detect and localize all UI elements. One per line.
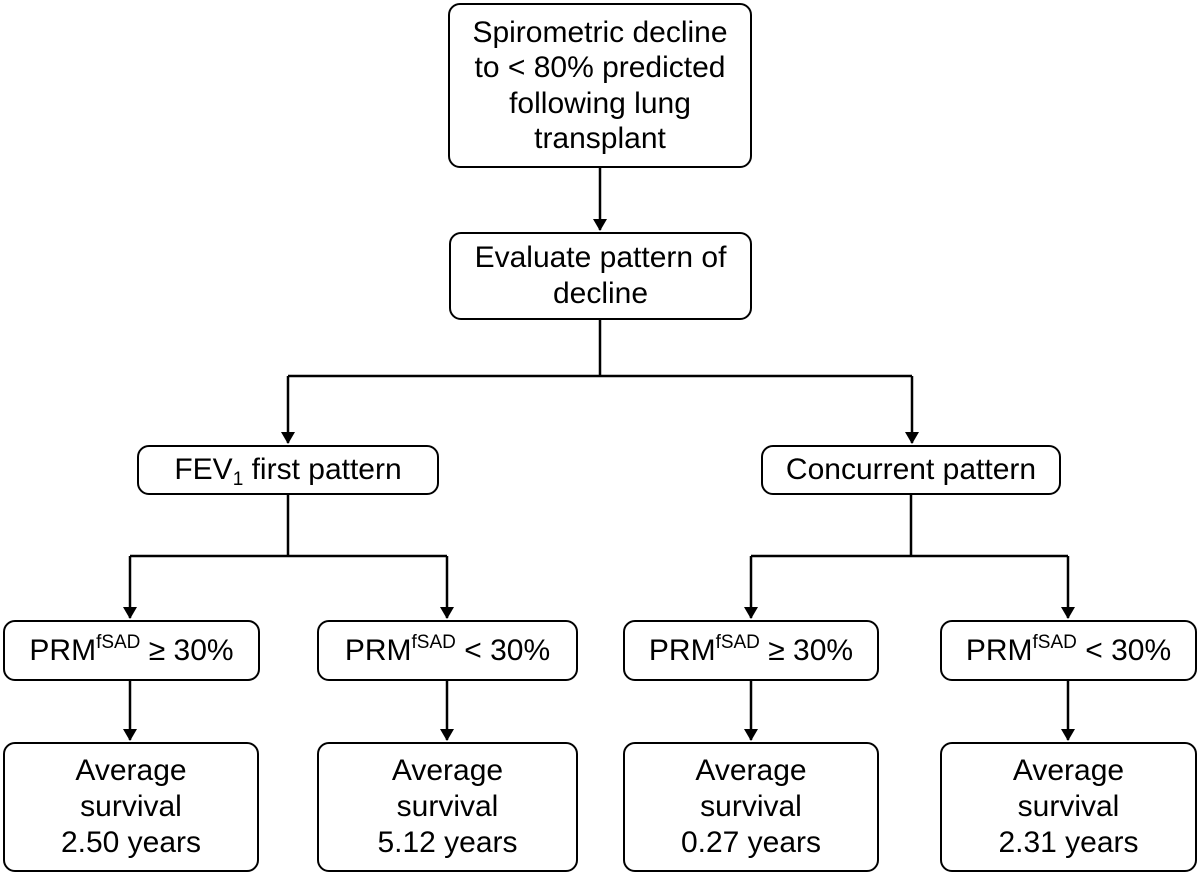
evaluate-line-2: decline bbox=[552, 277, 649, 310]
prm-4-base: PRM bbox=[965, 633, 1033, 667]
root-line-3: following lung bbox=[509, 86, 691, 120]
prm-1-condition: ≥ 30% bbox=[140, 633, 234, 667]
survival-3-line-1: Average bbox=[695, 754, 807, 787]
prm-1-superscript: fSAD bbox=[96, 631, 141, 653]
node-average-survival-3: Average survival 0.27 years bbox=[623, 742, 879, 872]
prm-1-base: PRM bbox=[29, 633, 97, 667]
prm-3-base: PRM bbox=[648, 633, 716, 667]
node-average-survival-2: Average survival 5.12 years bbox=[317, 742, 578, 872]
fev1-label-subscript: 1 bbox=[232, 469, 244, 490]
prm-2-base: PRM bbox=[344, 633, 412, 667]
node-prm-fsad-1: PRMfSAD ≥ 30% bbox=[3, 620, 260, 681]
root-line-1: Spirometric decline bbox=[472, 16, 728, 50]
prm-2-text: PRMfSAD < 30% bbox=[345, 633, 550, 669]
node-average-survival-4: Average survival 2.31 years bbox=[940, 742, 1197, 872]
connector-evaluate-split bbox=[288, 320, 912, 378]
survival-2-line-2: survival bbox=[396, 790, 499, 823]
survival-1-line-3: 2.50 years bbox=[60, 826, 202, 859]
survival-4-line-3: 2.31 years bbox=[998, 826, 1139, 859]
root-line-4: transplant bbox=[534, 121, 666, 155]
node-average-survival-1: Average survival 2.50 years bbox=[3, 742, 259, 872]
node-spirometric-decline: Spirometric decline to < 80% predicted f… bbox=[448, 3, 752, 168]
prm-2-superscript: fSAD bbox=[411, 631, 456, 653]
prm-2-condition: < 30% bbox=[455, 633, 551, 667]
fev1-label-rest: first pattern bbox=[243, 453, 402, 486]
node-fev1-first-pattern-text: FEV1 first pattern bbox=[174, 452, 402, 490]
survival-2-line-3: 5.12 years bbox=[377, 826, 518, 859]
node-evaluate-pattern: Evaluate pattern of decline bbox=[449, 232, 752, 320]
prm-4-text: PRMfSAD < 30% bbox=[966, 633, 1171, 669]
survival-1-line-2: survival bbox=[80, 790, 182, 823]
prm-4-superscript: fSAD bbox=[1032, 631, 1077, 653]
node-concurrent-pattern: Concurrent pattern bbox=[761, 445, 1061, 495]
fev1-label-main: FEV bbox=[174, 453, 233, 486]
survival-3-line-2: survival bbox=[700, 790, 802, 823]
prm-3-condition: ≥ 30% bbox=[759, 633, 854, 667]
node-prm-fsad-2: PRMfSAD < 30% bbox=[317, 620, 578, 681]
node-prm-fsad-4: PRMfSAD < 30% bbox=[940, 620, 1197, 681]
survival-4-text: Average survival 2.31 years bbox=[998, 753, 1138, 861]
prm-3-superscript: fSAD bbox=[715, 631, 760, 653]
prm-4-condition: < 30% bbox=[1076, 633, 1172, 667]
connector-fev1-split bbox=[130, 495, 447, 558]
survival-4-line-2: survival bbox=[1017, 790, 1120, 823]
survival-1-line-1: Average bbox=[75, 754, 187, 787]
prm-3-text: PRMfSAD ≥ 30% bbox=[649, 633, 853, 669]
evaluate-line-1: Evaluate pattern of bbox=[474, 241, 727, 274]
survival-1-text: Average survival 2.50 years bbox=[61, 753, 201, 861]
node-spirometric-decline-text: Spirometric decline to < 80% predicted f… bbox=[472, 15, 727, 155]
connector-concurrent-split bbox=[751, 495, 1068, 558]
node-prm-fsad-3: PRMfSAD ≥ 30% bbox=[623, 620, 879, 681]
survival-2-line-1: Average bbox=[391, 754, 504, 787]
prm-1-text: PRMfSAD ≥ 30% bbox=[29, 633, 233, 669]
survival-2-text: Average survival 5.12 years bbox=[377, 753, 517, 861]
survival-3-text: Average survival 0.27 years bbox=[681, 753, 821, 861]
node-fev1-first-pattern: FEV1 first pattern bbox=[137, 445, 439, 495]
root-line-2: to < 80% predicted bbox=[474, 51, 726, 85]
survival-4-line-1: Average bbox=[1012, 754, 1125, 787]
survival-3-line-3: 0.27 years bbox=[680, 826, 822, 859]
node-concurrent-pattern-text: Concurrent pattern bbox=[785, 453, 1037, 486]
node-evaluate-pattern-text: Evaluate pattern of decline bbox=[475, 240, 727, 312]
